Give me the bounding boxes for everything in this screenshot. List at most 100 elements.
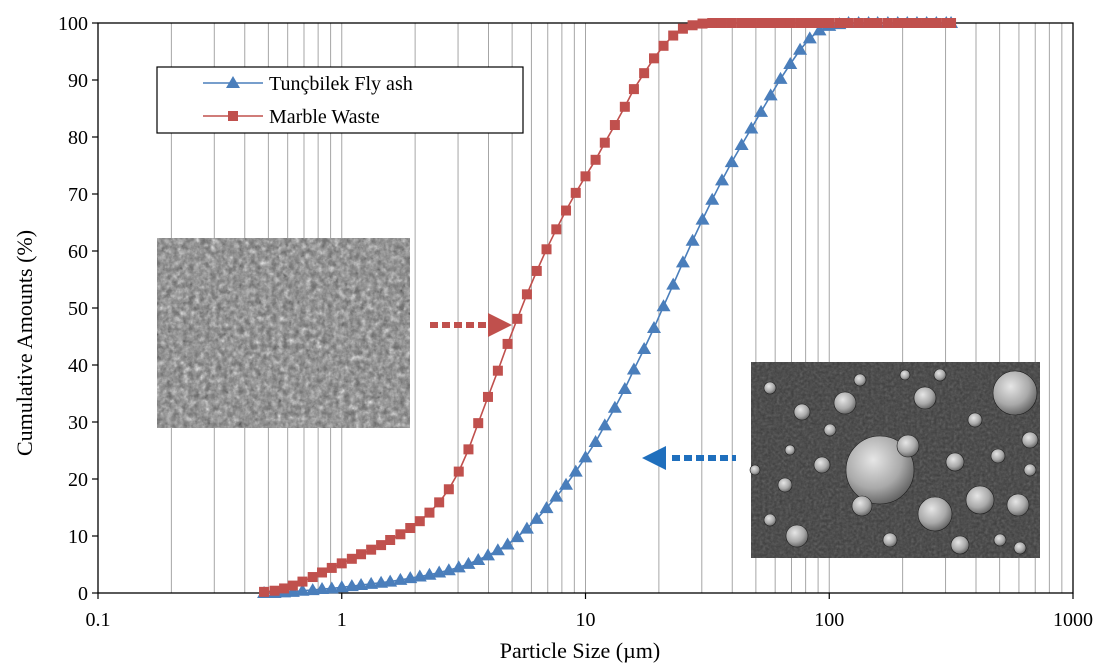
data-point-square (561, 205, 572, 216)
x-tick-label: 1000 (1053, 609, 1093, 631)
data-point-triangle (802, 31, 817, 44)
data-point-square (746, 18, 757, 28)
y-axis-title: Cumulative Amounts (%) (12, 230, 37, 456)
y-tick-label: 20 (68, 469, 88, 491)
data-point-square (946, 18, 957, 28)
y-tick-label: 50 (68, 298, 88, 320)
data-point-triangle (705, 192, 720, 205)
data-point-triangle (324, 581, 339, 594)
data-point-triangle (364, 576, 379, 589)
data-point-square (687, 20, 698, 31)
data-point-square (228, 111, 238, 121)
y-tick-label: 30 (68, 412, 88, 434)
data-point-square (405, 523, 416, 534)
sem-particle (749, 464, 761, 476)
data-point-square (259, 586, 270, 597)
fly-ash-sem-image (749, 362, 1040, 558)
data-point-square (482, 391, 493, 402)
x-tick-label: 0.1 (86, 609, 111, 631)
data-point-square (385, 534, 396, 545)
data-point-triangle (647, 320, 662, 333)
data-point-triangle (500, 537, 515, 550)
data-point-square (765, 18, 776, 28)
data-point-square (570, 187, 581, 198)
data-point-triangle (744, 121, 759, 134)
data-point-square (736, 18, 747, 28)
sem-particle (1013, 541, 1027, 555)
data-point-square (834, 18, 845, 28)
x-tick-label: 1 (337, 609, 347, 631)
data-point-triangle (451, 560, 466, 573)
sem-particle (1023, 463, 1037, 477)
marble-waste-sem-image (157, 238, 410, 428)
data-point-square (892, 18, 903, 28)
data-point-square (521, 289, 532, 300)
data-point-square (551, 224, 562, 235)
data-point-triangle (685, 233, 700, 246)
data-point-triangle (695, 212, 710, 225)
sem-particle (823, 423, 837, 437)
data-point-triangle (559, 477, 574, 490)
sem-particle (992, 370, 1038, 416)
data-point-triangle (617, 381, 632, 394)
data-point-square (599, 137, 610, 148)
fly-ash-arrow (642, 446, 736, 470)
sem-particle (965, 485, 995, 515)
data-point-square (443, 484, 454, 495)
data-point-square (824, 18, 835, 28)
data-point-triangle (285, 584, 300, 597)
data-point-triangle (656, 299, 671, 312)
data-point-triangle (354, 578, 369, 591)
data-point-square (473, 418, 484, 429)
data-point-triangle (295, 583, 310, 596)
data-point-triangle (597, 418, 612, 431)
data-point-triangle (393, 572, 408, 585)
sem-particle (777, 477, 793, 493)
data-point-square (619, 101, 630, 112)
data-point-square (297, 576, 308, 587)
data-point-square (804, 18, 815, 28)
y-tick-label: 10 (68, 526, 88, 548)
data-point-square (326, 562, 337, 573)
data-point-square (502, 338, 513, 349)
y-tick-label: 90 (68, 70, 88, 92)
data-point-triangle (334, 580, 349, 593)
data-point-square (541, 244, 552, 255)
data-point-triangle (734, 137, 749, 150)
data-point-triangle (783, 57, 798, 70)
legend-entry: Tunçbilek Fly ash (203, 73, 413, 95)
data-point-square (775, 18, 786, 28)
data-point-square (269, 585, 280, 596)
sem-particle (917, 496, 953, 532)
series-markers (257, 16, 959, 598)
data-point-triangle (315, 582, 330, 595)
sem-particle (763, 513, 777, 527)
data-point-triangle (471, 552, 486, 565)
sem-particle (833, 391, 857, 415)
data-point-square (882, 18, 893, 28)
sem-particle (993, 533, 1007, 547)
data-point-triangle (529, 511, 544, 524)
data-point-square (414, 516, 425, 527)
data-point-square (677, 23, 688, 34)
data-point-square (531, 265, 542, 276)
legend-label: Marble Waste (269, 106, 380, 128)
data-point-square (590, 154, 601, 165)
data-point-square (843, 18, 854, 28)
sem-particle (763, 381, 777, 395)
sem-particle (882, 532, 898, 548)
data-point-square (658, 40, 669, 51)
sem-particle (853, 373, 867, 387)
data-point-triangle (754, 104, 769, 117)
data-point-square (628, 84, 639, 95)
y-tick-label: 60 (68, 241, 88, 263)
data-point-square (492, 365, 503, 376)
data-point-square (453, 466, 464, 477)
y-tick-label: 100 (58, 13, 88, 35)
sem-particle (967, 412, 983, 428)
sem-particle (945, 452, 965, 472)
data-point-triangle (626, 362, 641, 375)
data-point-square (853, 18, 864, 28)
data-point-triangle (461, 556, 476, 569)
data-point-triangle (226, 76, 240, 88)
